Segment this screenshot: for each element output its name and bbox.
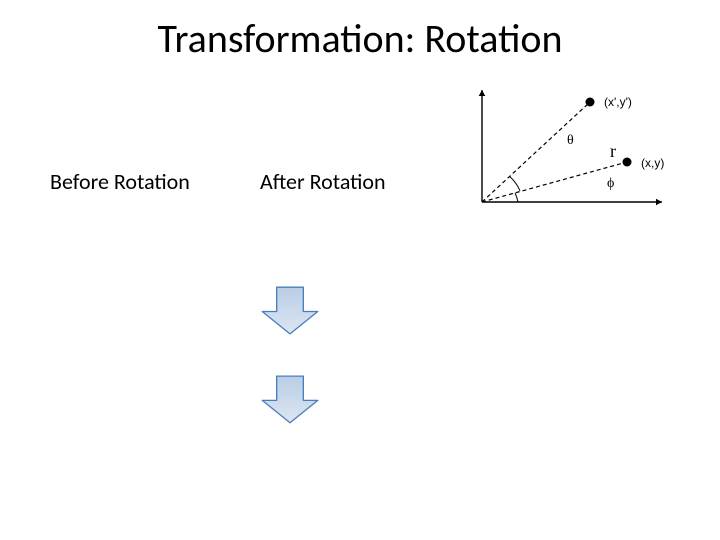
svg-text:ϕ: ϕ xyxy=(607,176,614,191)
label-after-rotation: After Rotation xyxy=(260,168,386,195)
down-arrows-group xyxy=(260,280,320,430)
svg-text:(x',y'): (x',y') xyxy=(604,95,632,109)
svg-text:r: r xyxy=(610,141,616,161)
slide-title: Transformation: Rotation xyxy=(0,14,720,63)
down-arrow-icon xyxy=(262,376,318,423)
svg-text:(x,y): (x,y) xyxy=(641,156,664,170)
svg-text:θ: θ xyxy=(567,133,574,148)
down-arrow-icon xyxy=(262,287,318,334)
rotation-diagram: (x,y) (x',y') r θ ϕ xyxy=(462,82,672,222)
label-before-rotation: Before Rotation xyxy=(50,168,190,195)
